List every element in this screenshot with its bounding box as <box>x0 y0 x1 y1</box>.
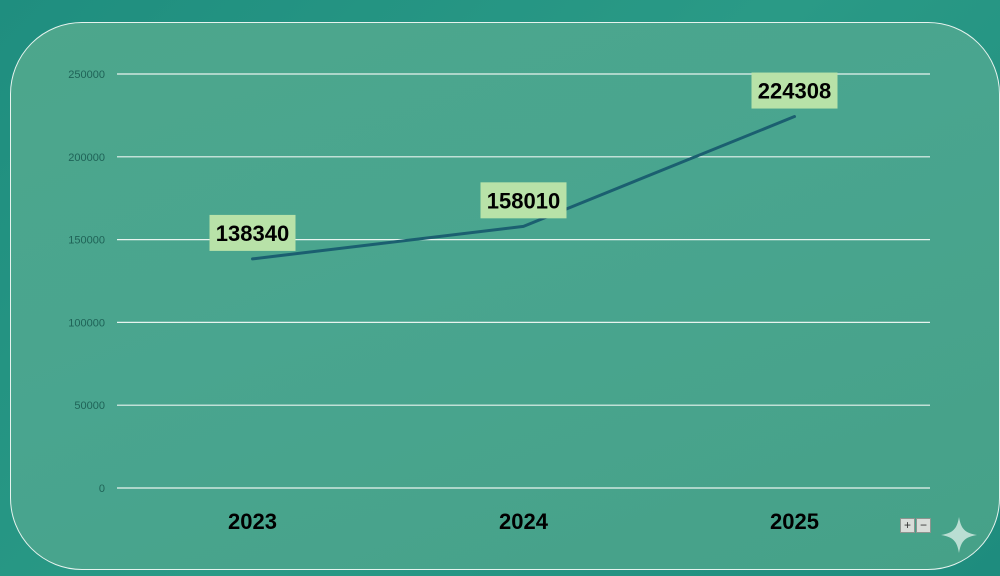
data-label-text: 138340 <box>216 221 289 246</box>
data-label-box <box>751 72 838 109</box>
sparkle-icon <box>941 517 977 553</box>
data-label: 224308 <box>751 72 838 109</box>
x-tick-label: 2023 <box>228 509 277 534</box>
data-label: 158010 <box>480 182 567 219</box>
data-label-box <box>209 214 296 251</box>
zoom-in-button[interactable]: + <box>900 518 915 533</box>
y-tick-label: 200000 <box>68 152 105 164</box>
y-tick-label: 250000 <box>68 69 105 81</box>
zoom-out-button[interactable]: − <box>916 518 931 533</box>
data-label-text: 224308 <box>758 79 831 104</box>
series-line <box>251 115 796 261</box>
y-tick-label: 0 <box>99 483 105 495</box>
data-label-text: 158010 <box>487 188 560 213</box>
y-tick-label: 50000 <box>74 400 105 412</box>
zoom-controls: + − <box>900 518 931 533</box>
x-tick-label: 2024 <box>499 509 549 534</box>
chart-panel <box>10 22 1000 570</box>
y-tick-label: 100000 <box>68 317 105 329</box>
data-label: 138340 <box>209 214 296 251</box>
x-tick-label: 2025 <box>770 509 819 534</box>
y-tick-label: 150000 <box>68 235 105 247</box>
data-label-box <box>480 182 567 219</box>
